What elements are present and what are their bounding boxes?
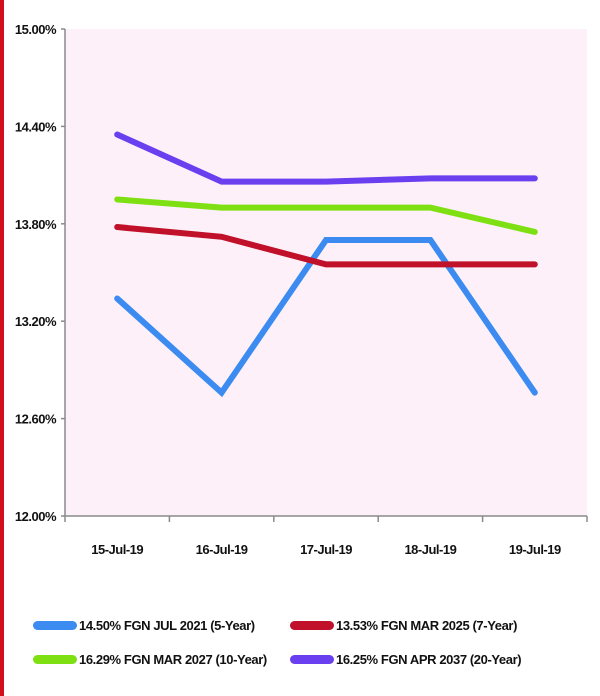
y-tick-label: 12.00% xyxy=(15,509,57,524)
series-line xyxy=(114,237,538,398)
series-lines xyxy=(114,131,538,398)
legend-label: 14.50% FGN JUL 2021 (5-Year) xyxy=(79,618,255,633)
x-axis: 15-Jul-19 16-Jul-19 17-Jul-19 18-Jul-19 19-J… xyxy=(64,515,588,557)
y-tick-label: 14.40% xyxy=(15,119,57,134)
y-tick-label: 13.80% xyxy=(15,217,57,232)
line-chart: 12.00% 12.60% 13.20% 13.80% 14.40% 15.00% 15-… xyxy=(15,22,588,557)
legend-swatch-red xyxy=(290,621,334,630)
x-tick-label: 18-Jul-19 xyxy=(404,542,456,557)
x-tick-label: 16-Jul-19 xyxy=(196,542,248,557)
legend-item-20-year: 16.25% FGN APR 2037 (20-Year) xyxy=(290,652,522,667)
left-border-accent xyxy=(0,0,4,696)
y-axis: 12.00% 12.60% 13.20% 13.80% 14.40% 15.00% xyxy=(15,22,66,524)
y-tick-label: 15.00% xyxy=(15,22,57,37)
legend-swatch-green xyxy=(33,655,77,664)
x-tick-label: 17-Jul-19 xyxy=(300,542,352,557)
legend-item-7-year: 13.53% FGN MAR 2025 (7-Year) xyxy=(290,618,517,633)
y-tick-label: 12.60% xyxy=(15,412,57,427)
legend-swatch-purple xyxy=(290,655,334,664)
legend-swatch-blue xyxy=(33,621,77,630)
x-tick-label: 19-Jul-19 xyxy=(509,542,561,557)
x-tick-label: 15-Jul-19 xyxy=(91,542,143,557)
y-tick-label: 13.20% xyxy=(15,314,57,329)
plot-area xyxy=(65,29,587,516)
legend-label: 16.25% FGN APR 2037 (20-Year) xyxy=(336,652,522,667)
legend-label: 13.53% FGN MAR 2025 (7-Year) xyxy=(336,618,517,633)
legend-item-10-year: 16.29% FGN MAR 2027 (10-Year) xyxy=(33,652,267,667)
legend-label: 16.29% FGN MAR 2027 (10-Year) xyxy=(79,652,267,667)
series-line xyxy=(114,224,538,268)
legend-item-5-year: 14.50% FGN JUL 2021 (5-Year) xyxy=(33,618,255,633)
series-line xyxy=(114,131,538,185)
series-line xyxy=(114,196,538,235)
